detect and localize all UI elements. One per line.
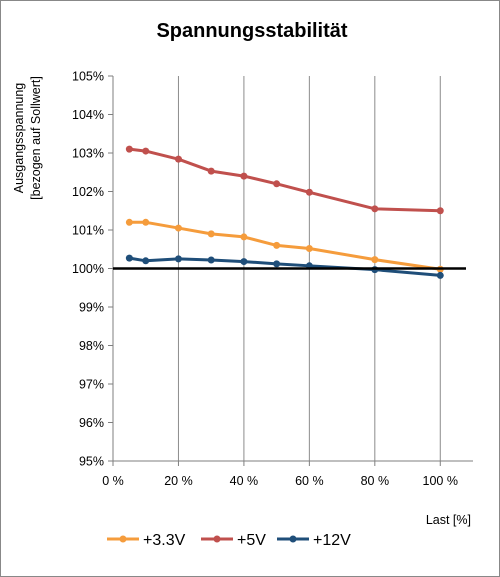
legend-label-2: +12V [313,532,351,549]
y-tick-label-103: 103% [72,147,104,161]
data-point-2-1 [142,257,150,265]
y-axis-label-line-2: [bezogen auf Sollwert] [29,76,43,200]
data-point-1-8 [436,207,444,215]
data-point-2-4 [240,258,248,266]
data-point-1-3 [207,167,215,175]
x-tick-label-20: 20 % [164,474,193,488]
legend-marker-0 [119,535,127,543]
x-axis-label: Last [%] [426,513,471,527]
data-point-1-1 [142,147,150,155]
legend-label-1: +5V [237,532,266,549]
data-point-0-3 [207,230,215,238]
data-point-2-0 [125,254,133,262]
legend: +3.3V +5V +12V [107,532,351,549]
data-point-0-6 [305,244,313,252]
data-point-0-0 [125,218,133,226]
y-tick-label-96: 96% [79,416,104,430]
x-tick-label-100: 100 % [423,474,458,488]
y-tick-label-98: 98% [79,339,104,353]
data-point-1-7 [371,205,379,213]
y-tick-label-104: 104% [72,108,104,122]
x-tick-label-40: 40 % [230,474,259,488]
x-tick-label-80: 80 % [361,474,390,488]
legend-marker-2 [289,535,297,543]
data-point-1-6 [305,188,313,196]
data-point-0-7 [371,256,379,264]
data-point-2-2 [174,255,182,263]
y-tick-label-95: 95% [79,455,104,469]
x-tick-label-0: 0 % [102,474,124,488]
y-axis-label-line-1: Ausgangsspannung [12,83,26,194]
y-tick-label-97: 97% [79,378,104,392]
data-point-1-0 [125,145,133,153]
y-tick-label-100: 100% [72,262,104,276]
data-point-1-4 [240,172,248,180]
data-point-0-5 [273,241,281,249]
legend-label-0: +3.3V [143,532,186,549]
data-point-0-4 [240,233,248,241]
y-tick-label-99: 99% [79,301,104,315]
data-point-2-3 [207,256,215,264]
legend-marker-1 [213,535,221,543]
data-point-2-5 [273,260,281,268]
y-tick-label-102: 102% [72,185,104,199]
data-point-2-8 [436,271,444,279]
data-point-0-2 [174,224,182,232]
x-tick-label-60: 60 % [295,474,324,488]
data-point-1-5 [273,180,281,188]
data-point-0-1 [142,218,150,226]
y-tick-label-101: 101% [72,224,104,238]
plot-area: 95% 96% 97% 98% 99% 100% 101% 102% 103% 104% 105% 0… [72,70,473,488]
y-tick-label-105: 105% [72,70,104,84]
data-point-1-2 [174,155,182,163]
chart-title: Spannungsstabilität [156,20,347,42]
